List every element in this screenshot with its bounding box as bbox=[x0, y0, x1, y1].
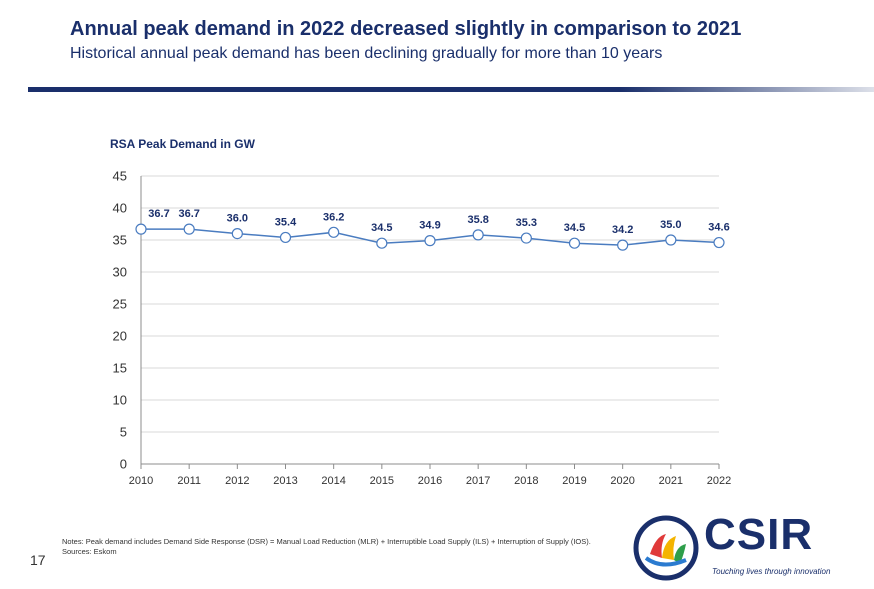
peak-demand-chart: 0 5 10 15 20 25 30 35 40 45 2010 2011 2012 2013 2014 20… bbox=[113, 169, 732, 488]
y-tick-label: 15 bbox=[113, 361, 127, 376]
csir-emblem-icon bbox=[633, 515, 699, 581]
data-label: 35.0 bbox=[660, 219, 681, 231]
y-tick-label: 20 bbox=[113, 329, 127, 344]
data-point bbox=[520, 232, 532, 244]
header-divider bbox=[28, 87, 874, 92]
data-point bbox=[617, 239, 629, 251]
y-tick-label: 40 bbox=[113, 201, 127, 216]
data-point bbox=[472, 229, 484, 241]
x-tick-label: 2018 bbox=[514, 475, 538, 487]
x-tick-label: 2021 bbox=[659, 475, 683, 487]
x-tick-label: 2022 bbox=[707, 475, 731, 487]
data-point bbox=[135, 223, 147, 235]
y-tick-label: 30 bbox=[113, 265, 127, 280]
data-point bbox=[665, 234, 677, 246]
data-label: 34.5 bbox=[371, 222, 392, 234]
y-tick-label: 25 bbox=[113, 297, 127, 312]
y-tick-label: 0 bbox=[120, 457, 127, 472]
x-tick-label: 2015 bbox=[370, 475, 394, 487]
data-label: 34.6 bbox=[708, 222, 729, 234]
data-label: 35.8 bbox=[467, 214, 488, 226]
page-number: 17 bbox=[30, 552, 46, 568]
x-tick-label: 2016 bbox=[418, 475, 442, 487]
csir-logo: CSIR bbox=[704, 510, 814, 559]
slide-title: Annual peak demand in 2022 decreased sli… bbox=[70, 18, 742, 40]
data-point bbox=[713, 236, 725, 249]
data-label: 35.3 bbox=[516, 217, 537, 229]
x-tick-label: 2012 bbox=[225, 475, 249, 487]
x-tick-label: 2013 bbox=[273, 475, 297, 487]
data-label: 34.5 bbox=[564, 222, 585, 234]
data-point bbox=[183, 223, 195, 235]
data-label: 36.7 bbox=[178, 208, 199, 220]
y-tick-label: 5 bbox=[120, 425, 127, 440]
data-point bbox=[328, 226, 340, 238]
y-tick-label: 10 bbox=[113, 393, 127, 408]
x-tick-label: 2017 bbox=[466, 475, 490, 487]
data-point bbox=[279, 231, 292, 244]
y-tick-label: 45 bbox=[113, 169, 127, 184]
y-tick-label: 35 bbox=[113, 233, 127, 248]
data-label: 34.2 bbox=[612, 224, 633, 236]
x-tick-label: 2010 bbox=[129, 475, 153, 487]
chart-title: RSA Peak Demand in GW bbox=[110, 137, 255, 151]
data-point bbox=[231, 228, 243, 240]
x-tick-label: 2019 bbox=[562, 475, 586, 487]
data-label: 36.7 bbox=[148, 208, 169, 220]
data-point bbox=[568, 237, 581, 249]
x-tick-label: 2020 bbox=[610, 475, 634, 487]
data-point bbox=[376, 237, 388, 249]
data-point bbox=[424, 235, 436, 247]
notes-text: Notes: Peak demand includes Demand Side … bbox=[62, 537, 591, 546]
footnotes: Notes: Peak demand includes Demand Side … bbox=[62, 537, 632, 557]
data-label: 34.9 bbox=[419, 220, 440, 232]
x-tick-label: 2014 bbox=[321, 475, 345, 487]
slide-subtitle: Historical annual peak demand has been d… bbox=[70, 45, 663, 62]
logo-tagline: Touching lives through innovation bbox=[712, 567, 831, 576]
sources-text: Sources: Eskom bbox=[62, 547, 117, 556]
data-label: 36.2 bbox=[323, 211, 344, 223]
data-label: 36.0 bbox=[227, 213, 248, 225]
x-tick-label: 2011 bbox=[177, 475, 201, 487]
data-label: 35.4 bbox=[275, 216, 297, 228]
